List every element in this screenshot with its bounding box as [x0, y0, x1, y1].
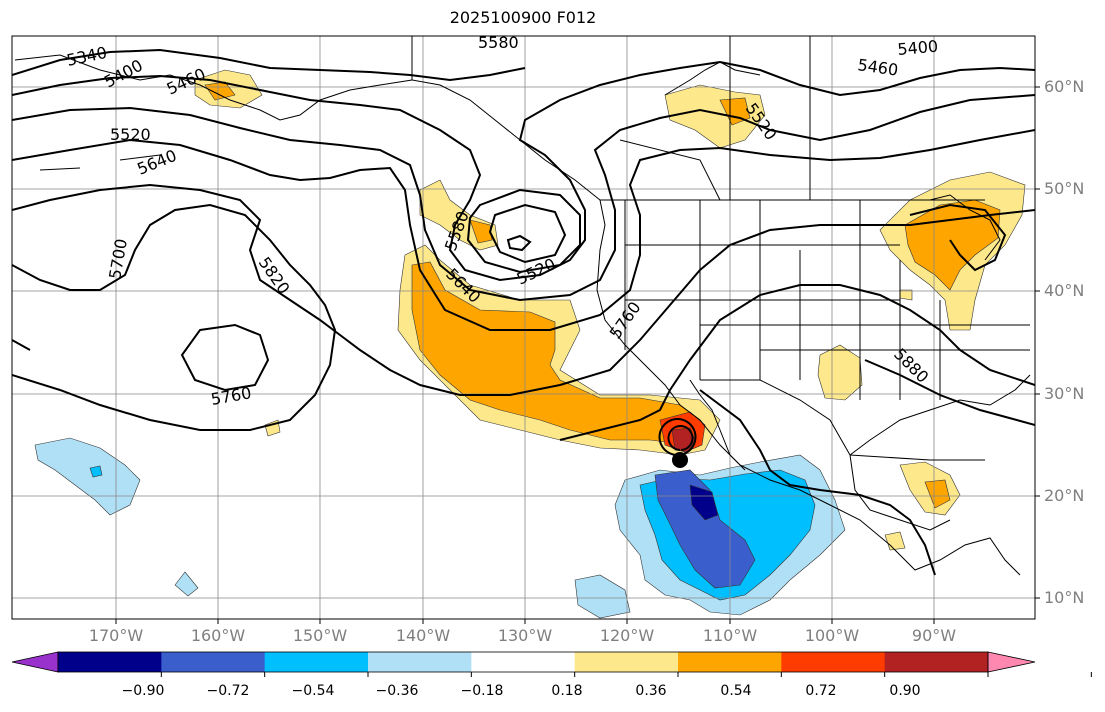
colorbar-tick-label: −0.90 [121, 683, 165, 699]
shade-negative-navy [689, 484, 719, 521]
colorbar-segment [781, 652, 886, 672]
colorbar-segment [574, 652, 679, 672]
colorbar-tick-label: −0.72 [206, 683, 250, 699]
map-title: 2025100900 F012 [449, 8, 597, 27]
lon-label: 150°W [292, 626, 348, 645]
colorbar-segment [884, 652, 989, 672]
lon-label: 160°W [190, 626, 246, 645]
lat-label: 10°N [1044, 588, 1085, 607]
colorbar-tick-label: −0.54 [291, 683, 335, 699]
colorbar-tick-label: 0.54 [720, 683, 752, 699]
colorbar [11, 651, 1092, 677]
colorbar-extend-high [987, 651, 1036, 673]
lat-label: 60°N [1044, 77, 1085, 96]
map-frame [11, 35, 1036, 620]
colorbar-tick-label: 0.90 [889, 683, 921, 699]
colorbar-segment [161, 652, 266, 672]
lon-label: 140°W [395, 626, 451, 645]
lat-label: 30°N [1044, 384, 1085, 403]
colorbar-tick-label: 0.36 [635, 683, 667, 699]
colorbar-segment [678, 652, 782, 672]
colorbar-segment [58, 652, 162, 672]
axis-ticks [115, 86, 1040, 624]
contour-label: 5520 [110, 125, 151, 144]
lon-label: 90°W [911, 626, 957, 645]
lat-label: 40°N [1044, 281, 1085, 300]
contour-label: 5580 [478, 33, 519, 52]
colorbar-extend-low [11, 651, 59, 673]
lon-label: 100°W [804, 626, 860, 645]
colorbar-segment [471, 652, 576, 672]
colorbar-frame [57, 651, 989, 673]
lon-label: 170°W [88, 626, 144, 645]
height-contours [12, 48, 1035, 576]
lat-label: 20°N [1044, 486, 1085, 505]
colorbar-tick-label: −0.18 [460, 683, 504, 699]
colorbar-tick-label: 0.18 [551, 683, 583, 699]
storm-center-marker [672, 452, 688, 468]
colorbar-tick-label: 0.72 [805, 683, 837, 699]
contour-label: 5400 [897, 37, 939, 59]
shade-southwest [817, 344, 863, 401]
colorbar-segment [264, 652, 369, 672]
lat-label: 50°N [1044, 179, 1085, 198]
lon-label: 130°W [497, 626, 553, 645]
colorbar-segment [368, 652, 472, 672]
colorbar-tick-label: −0.36 [375, 683, 419, 699]
lon-label: 120°W [599, 626, 655, 645]
lon-label: 110°W [702, 626, 758, 645]
